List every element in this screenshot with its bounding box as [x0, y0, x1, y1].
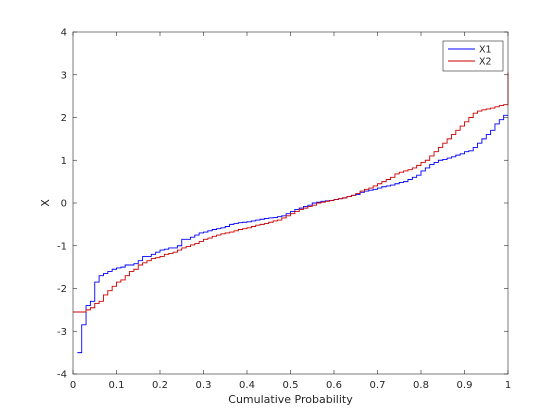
- x-axis-label: Cumulative Probability: [228, 393, 353, 406]
- y-tick-label: -3: [57, 327, 67, 338]
- series-line-x1: [77, 114, 508, 354]
- x-tick-label: 0.5: [283, 380, 299, 391]
- legend-label: X2: [479, 57, 492, 68]
- tick-layer: 0 0.1 0.2 0.3 0.4 0.5 0.6 0.7 0.8 0.9 1 -4 -3 -2 -1 0 1 2…: [57, 28, 511, 392]
- y-tick-label: 0: [61, 199, 67, 210]
- series-layer: [73, 72, 509, 354]
- y-tick-label: 4: [61, 28, 67, 39]
- x-tick-label: 0.9: [457, 380, 473, 391]
- plot-area: [73, 32, 508, 374]
- series-line-x2: [73, 72, 509, 313]
- y-tick-label: 1: [61, 156, 67, 167]
- y-tick-label: 2: [61, 113, 67, 124]
- x-tick-label: 0.1: [109, 380, 125, 391]
- x-tick-label: 0.8: [413, 380, 429, 391]
- y-tick-label: 3: [61, 70, 67, 81]
- x-tick-label: 0: [70, 380, 76, 391]
- y-axis-label: X: [39, 199, 52, 207]
- x-tick-label: 0.7: [370, 380, 386, 391]
- x-tick-label: 0.4: [239, 380, 255, 391]
- legend-label: X1: [479, 45, 492, 56]
- y-tick-label: -1: [57, 241, 67, 252]
- x-tick-label: 0.3: [196, 380, 212, 391]
- x-tick-label: 1: [505, 380, 511, 391]
- legend-box: [442, 40, 504, 72]
- x-tick-label: 0.6: [326, 380, 342, 391]
- y-tick-label: -4: [57, 370, 67, 381]
- x-tick-label: 0.2: [152, 380, 168, 391]
- y-tick-label: -2: [57, 284, 67, 295]
